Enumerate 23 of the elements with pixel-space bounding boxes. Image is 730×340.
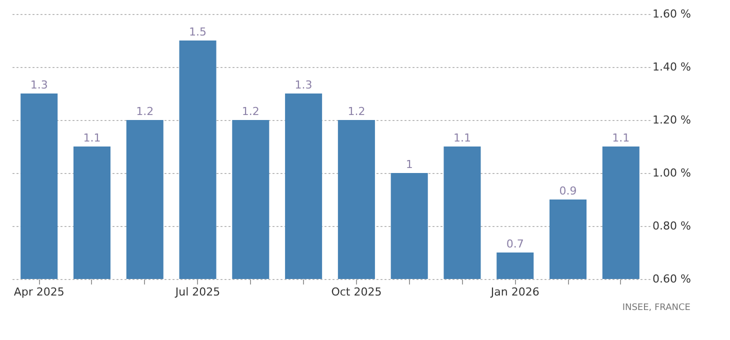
data-label: 1.3 <box>30 78 48 92</box>
x-tick-label: Jul 2025 <box>174 286 220 298</box>
data-label: 1.2 <box>348 105 366 118</box>
x-tick-label: Apr 2025 <box>14 286 64 298</box>
data-label: 0.9 <box>559 184 577 198</box>
data-label: 1.1 <box>453 132 471 144</box>
data-label: 1.1 <box>612 132 630 144</box>
data-label: 1.5 <box>189 26 207 38</box>
data-label: 0.7 <box>506 238 524 250</box>
y-tick-label: 1.40 % <box>652 60 691 74</box>
y-tick-label: 1.20 % <box>652 114 691 126</box>
y-tick-label: 1.00 % <box>652 166 691 180</box>
y-tick-label: 0.60 % <box>652 272 691 286</box>
x-tick-label: Jan 2026 <box>490 286 540 298</box>
x-tick-label: Oct 2025 <box>331 286 382 298</box>
y-tick-label: 0.80 % <box>652 220 691 232</box>
data-label: 1.2 <box>242 105 260 118</box>
data-label: 1.2 <box>136 105 154 118</box>
data-label: 1.1 <box>83 132 101 144</box>
text: INSEE, FRANCE <box>622 303 691 313</box>
y-tick-label: 1.60 % <box>652 8 691 20</box>
data-label: 1 <box>406 158 413 171</box>
data-label: 1.3 <box>294 78 312 92</box>
